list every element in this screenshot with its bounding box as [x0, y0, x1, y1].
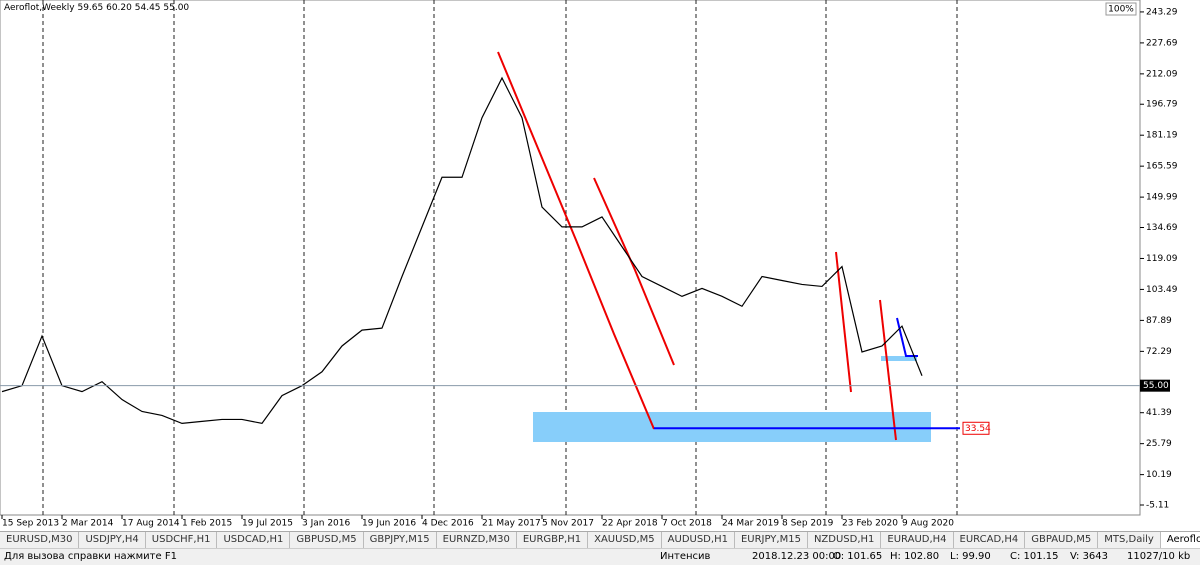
x-tick-label: 5 Nov 2017: [542, 519, 594, 529]
volume: V: 3643: [1070, 551, 1109, 562]
tab[interactable]: GBPJPY,M15: [364, 532, 437, 549]
open: O: 101.65: [833, 551, 883, 562]
traffic: 11027/10 kb: [1127, 551, 1191, 562]
y-tick-label: 134.69: [1146, 223, 1178, 233]
y-tick-label: 243.29: [1146, 7, 1178, 17]
x-tick-label: 19 Jul 2015: [242, 519, 293, 529]
tab[interactable]: NZDUSD,H1: [808, 532, 882, 549]
y-tick-label: 103.49: [1146, 285, 1178, 295]
tab[interactable]: MTS,Daily: [1098, 532, 1161, 549]
zone-rectangle[interactable]: [533, 412, 931, 442]
y-tick-label: 149.99: [1146, 193, 1178, 203]
zoom-label: 100%: [1108, 5, 1134, 15]
trend-lines[interactable]: [497, 51, 897, 441]
tab[interactable]: EURCAD,H4: [954, 532, 1026, 549]
y-tick-label: 10.19: [1146, 470, 1172, 480]
level-label-box: [962, 421, 990, 435]
tab[interactable]: EURUSD,M30: [0, 532, 80, 549]
x-tick-label: 4 Dec 2016: [422, 519, 474, 529]
tab[interactable]: EURJPY,M15: [735, 532, 808, 549]
price-label-box: [1140, 379, 1170, 392]
y-tick-label: 119.09: [1146, 254, 1178, 264]
x-tick-label: 8 Sep 2019: [782, 519, 834, 529]
x-tick-label: 19 Jun 2016: [362, 519, 416, 529]
chart-header: Aeroflot,Weekly 59.65 60.20 54.45 55.00: [4, 3, 189, 13]
x-tick-label: 21 May 2017: [482, 519, 541, 529]
chart: Aeroflot,Weekly 59.65 60.20 54.45 55.00 …: [0, 0, 1178, 529]
tab-bar: EURUSD,M30 USDJPY,H4 USDCHF,H1 USDCAD,H1 GBP…: [0, 531, 1200, 549]
tab[interactable]: AUDUSD,H1: [662, 532, 735, 549]
y-tick-label: 196.79: [1146, 100, 1178, 110]
price-line: [1, 76, 923, 425]
tab[interactable]: USDCAD,H1: [217, 532, 291, 549]
x-tick-label: 9 Aug 2020: [902, 519, 954, 529]
close: C: 101.15: [1010, 551, 1059, 562]
x-tick-label: 22 Apr 2018: [602, 519, 658, 529]
high: H: 102.80: [890, 551, 940, 562]
tab[interactable]: Aeroflot,Weekly: [1160, 532, 1200, 549]
y-tick-label: 165.59: [1146, 162, 1178, 172]
y-tick-label: 72.29: [1146, 347, 1172, 357]
help-text: Для вызова справки нажмите F1: [4, 551, 177, 562]
current-price-label: 55.00: [1143, 381, 1169, 391]
zone-rectangle[interactable]: [881, 356, 917, 361]
tab[interactable]: USDJPY,H4: [79, 532, 146, 549]
y-tick-label: -5.11: [1146, 500, 1169, 510]
x-tick-label: 7 Oct 2018: [662, 519, 712, 529]
tab[interactable]: EURAUD,H4: [881, 532, 954, 549]
tab[interactable]: GBPAUD,M5: [1025, 532, 1099, 549]
x-tick-label: 17 Aug 2014: [122, 519, 180, 529]
tab[interactable]: EURGBP,H1: [517, 532, 589, 549]
x-tick-label: 2 Mar 2014: [62, 519, 114, 529]
status-bar: Для вызова справки нажмите F1 Интенсив 2…: [0, 548, 1200, 565]
x-tick-label: 3 Jan 2016: [302, 519, 350, 529]
tab[interactable]: USDCHF,H1: [146, 532, 218, 549]
tab[interactable]: XAUUSD,M5: [588, 532, 662, 549]
y-tick-label: 181.19: [1146, 131, 1178, 141]
level-label: 33.54: [965, 424, 991, 434]
y-tick-label: 227.69: [1146, 38, 1178, 48]
time: 2018.12.23 00:00: [752, 551, 842, 562]
zoom-box: [1105, 2, 1137, 16]
x-tick-label: 23 Feb 2020: [842, 519, 898, 529]
y-tick-label: 41.39: [1146, 408, 1172, 418]
tab[interactable]: GBPUSD,M5: [290, 532, 364, 549]
tab[interactable]: EURNZD,M30: [437, 532, 517, 549]
profile[interactable]: Интенсив: [660, 551, 711, 562]
low: L: 99.90: [950, 551, 991, 562]
y-tick-label: 25.79: [1146, 439, 1172, 449]
x-tick-label: 15 Sep 2013: [2, 519, 59, 529]
x-tick-label: 24 Mar 2019: [722, 519, 779, 529]
x-tick-label: 1 Feb 2015: [182, 519, 232, 529]
y-tick-label: 212.09: [1146, 69, 1178, 79]
y-tick-label: 87.89: [1146, 316, 1172, 326]
